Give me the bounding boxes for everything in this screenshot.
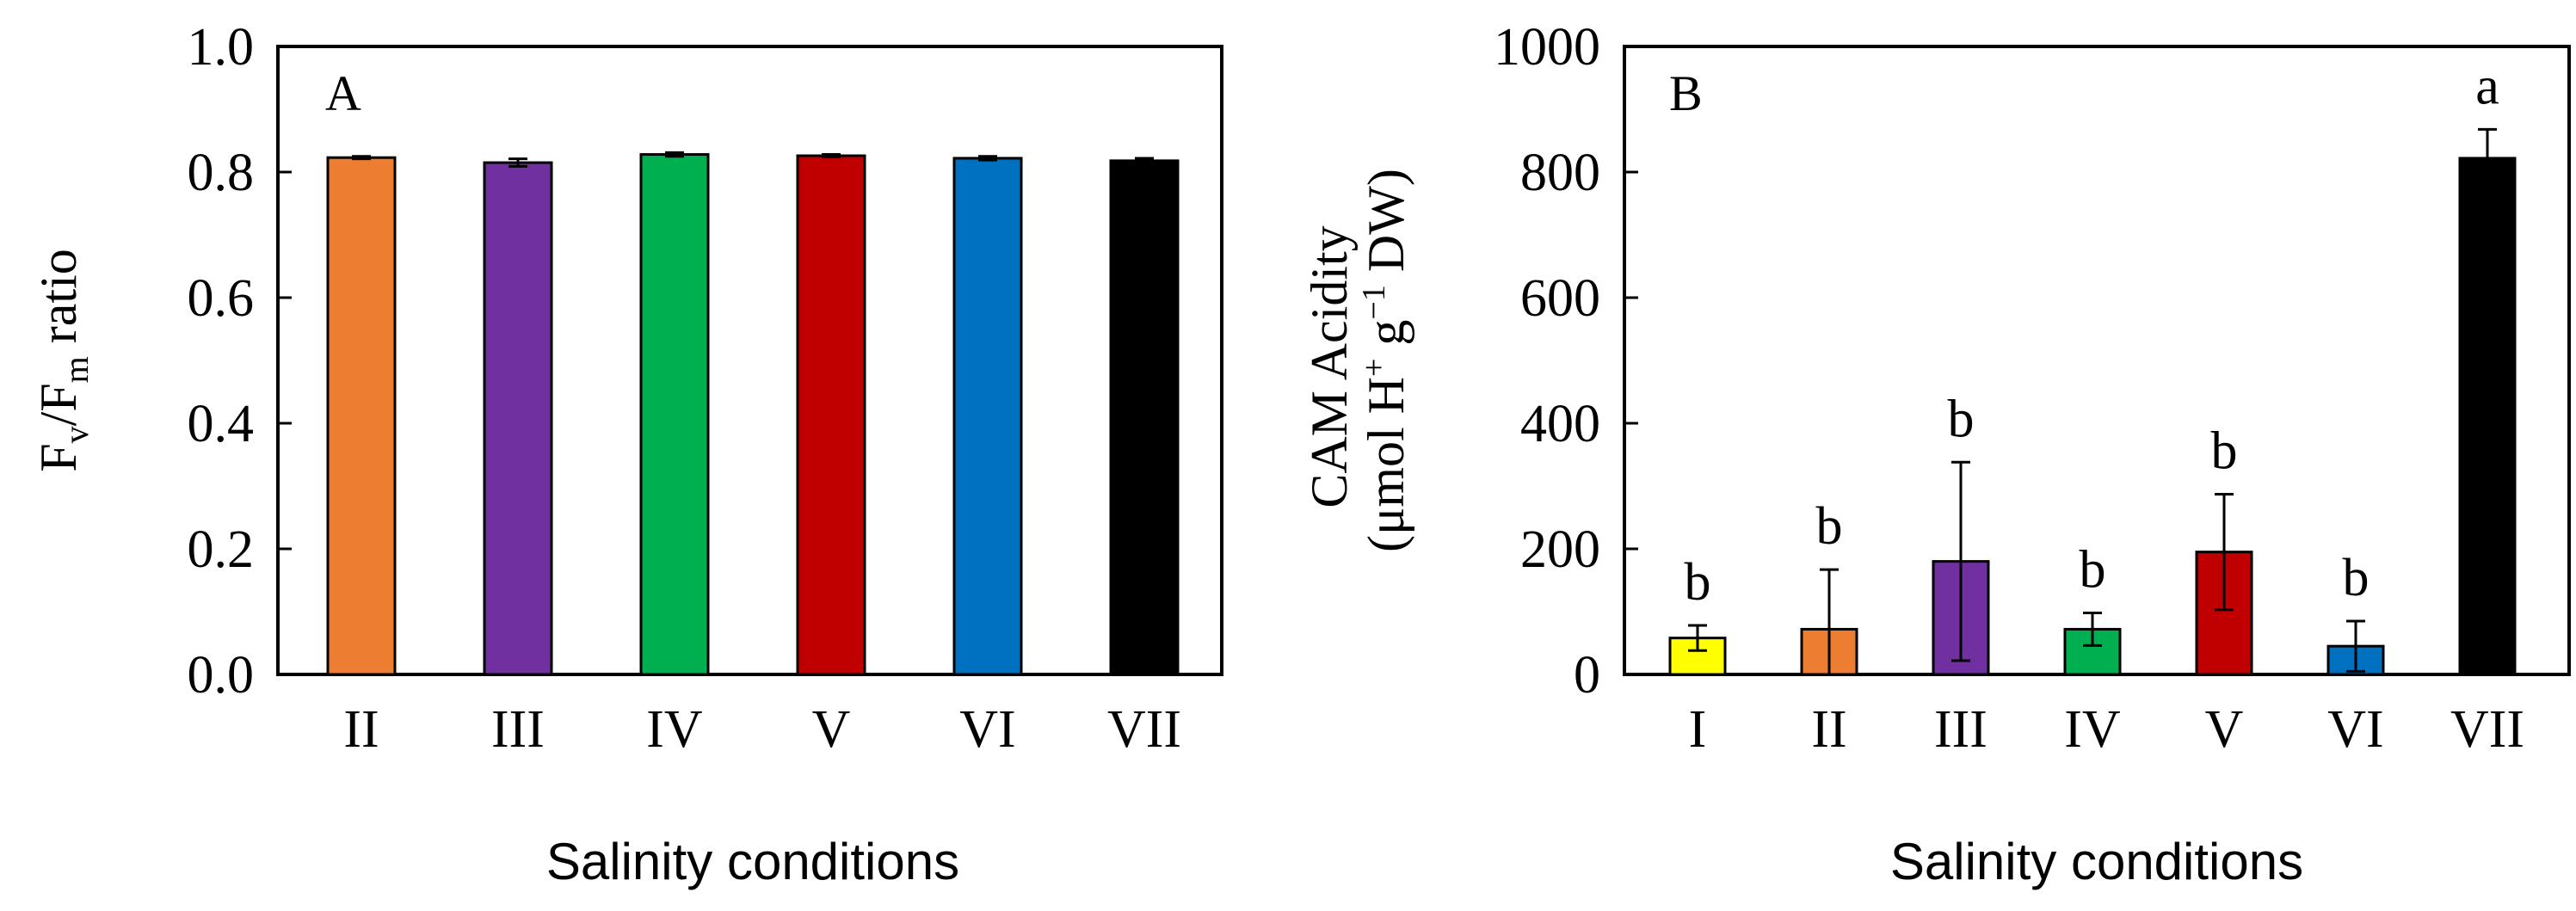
panel-b-y-ticks: 0 200 400 600 800 1000 <box>1494 18 1638 705</box>
x-tick-label: II <box>343 700 379 759</box>
panel-a: A 0.00.20.40.60.81.0 II III IV V VI VII Fv/Fm… <box>30 18 1223 890</box>
bar <box>639 153 710 676</box>
y-tick-label: 200 <box>1520 520 1600 579</box>
y-tick-label: 1.0 <box>188 18 255 77</box>
panel-a-letter: A <box>325 65 361 121</box>
x-tick-label: VII <box>1107 700 1181 759</box>
y-tick-label: 0.6 <box>188 269 255 328</box>
panel-a-y-ticks: 0.0 0.2 0.4 0.6 0.8 1.0 <box>188 18 292 705</box>
x-tick-label: III <box>1934 700 1987 759</box>
panel-a-bars <box>326 151 1180 676</box>
significance-letter: b <box>1948 390 1975 448</box>
significance-letter: b <box>1685 553 1711 612</box>
y-tick-label: 0.2 <box>188 520 255 579</box>
x-tick-label: VI <box>959 700 1015 759</box>
bar <box>796 154 866 676</box>
significance-letter: b <box>2211 422 2238 480</box>
significance-letter: b <box>2343 549 2370 607</box>
panel-a-plot-frame <box>276 45 1223 676</box>
y-tick-label: 400 <box>1520 395 1600 453</box>
x-tick-label: II <box>1811 700 1846 759</box>
panel-b-letter: B <box>1669 65 1703 121</box>
significance-letter: b <box>1816 497 1843 556</box>
x-tick-label: V <box>2205 700 2244 759</box>
x-tick-label: VI <box>2327 700 2383 759</box>
panel-b-y-axis-title: CAM Acidity (μmol H+ g−1 DW) <box>1301 169 1414 552</box>
y-tick-label: 0.4 <box>188 395 255 453</box>
y-tick-label: 1000 <box>1494 18 1600 77</box>
panel-a-y-axis-title: Fv/Fm ratio <box>30 249 96 472</box>
bar <box>952 157 1023 676</box>
y-tick-label: 0.0 <box>188 646 255 705</box>
bar <box>326 156 397 676</box>
panel-b-x-ticks: I II III IV V VI VII <box>1689 700 2524 759</box>
panel-a-x-axis-title: Salinity conditions <box>546 833 959 890</box>
panel-b-significance-letters: b b b b b b a <box>1685 57 2499 612</box>
bar <box>1109 159 1180 676</box>
panel-b-bars <box>1668 127 2517 676</box>
x-tick-label: I <box>1689 700 1707 759</box>
x-tick-label: IV <box>2064 700 2121 759</box>
x-tick-label: IV <box>646 700 703 759</box>
x-tick-label: V <box>812 700 851 759</box>
y-tick-label: 600 <box>1520 269 1600 328</box>
bar <box>483 161 553 676</box>
panel-b-x-axis-title: Salinity conditions <box>1890 833 2303 890</box>
y-tick-label: 800 <box>1520 144 1600 202</box>
y-tick-label: 0 <box>1574 646 1600 705</box>
y-tick-label: 0.8 <box>188 144 255 202</box>
x-tick-label: III <box>491 700 545 759</box>
significance-letter: b <box>2080 540 2106 599</box>
bar <box>2458 157 2517 676</box>
significance-letter: a <box>2475 57 2499 115</box>
panel-a-x-ticks: II III IV V VI VII <box>343 700 1181 759</box>
x-tick-label: VII <box>2450 700 2524 759</box>
